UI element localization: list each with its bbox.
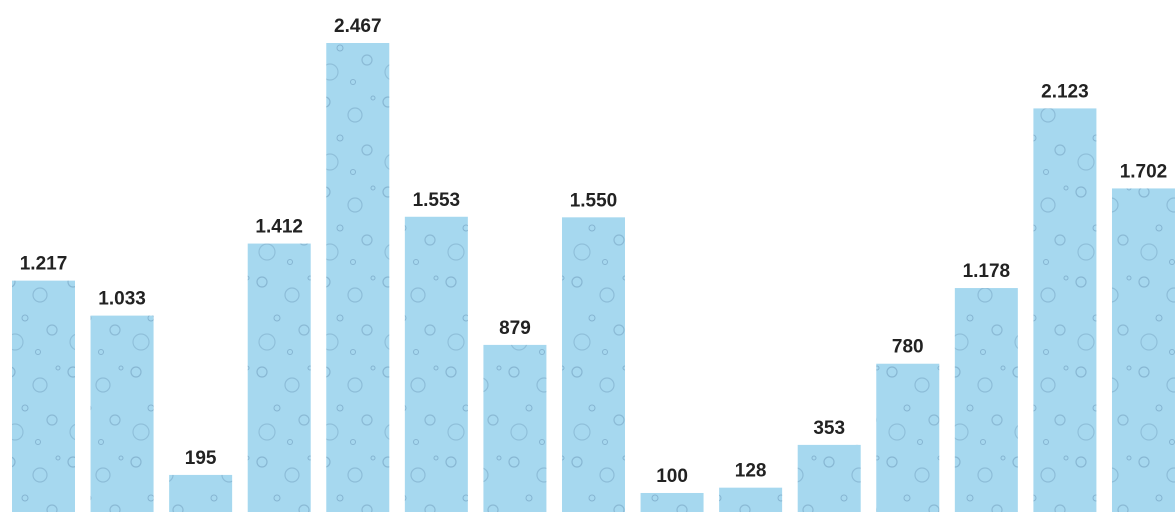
bar-texture xyxy=(326,43,390,512)
value-label: 2.467 xyxy=(334,16,382,37)
bar-texture xyxy=(719,487,783,512)
value-label: 2.123 xyxy=(1041,81,1089,102)
value-label: 1.217 xyxy=(20,254,68,275)
value-label: 1.178 xyxy=(963,261,1011,282)
bar-texture xyxy=(247,243,311,512)
bar-texture xyxy=(876,363,940,512)
value-label: 1.553 xyxy=(413,190,461,211)
bar-texture xyxy=(797,444,861,512)
value-label: 353 xyxy=(813,418,845,439)
bar-texture xyxy=(12,280,75,512)
value-label: 1.702 xyxy=(1120,161,1168,182)
bar-texture xyxy=(1111,188,1175,513)
value-label: 195 xyxy=(185,448,217,469)
value-label: 100 xyxy=(656,466,688,487)
value-label: 1.550 xyxy=(570,190,618,211)
value-label: 1.412 xyxy=(255,217,303,238)
bar-texture xyxy=(483,344,547,512)
value-label: 879 xyxy=(499,318,531,339)
bar-texture xyxy=(404,216,468,513)
bar-texture xyxy=(169,474,233,512)
bar-texture xyxy=(954,288,1018,512)
bar-texture xyxy=(1033,108,1097,513)
bar-texture xyxy=(640,492,704,512)
bar-texture xyxy=(561,217,625,512)
value-label: 780 xyxy=(892,337,924,358)
value-label: 128 xyxy=(735,461,767,482)
bar-texture xyxy=(90,315,154,512)
value-label: 1.033 xyxy=(98,289,146,310)
